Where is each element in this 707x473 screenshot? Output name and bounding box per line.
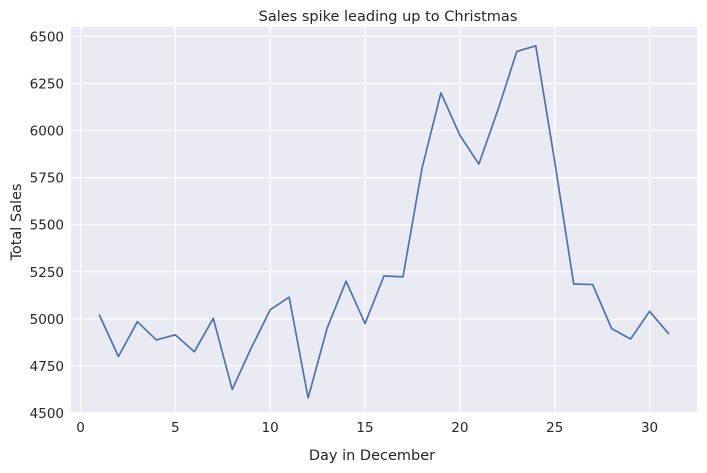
y-tick-label: 5250 — [30, 265, 64, 281]
chart-title: Sales spike leading up to Christmas — [259, 9, 518, 25]
y-axis-label: Total Sales — [9, 183, 25, 261]
x-gridlines — [79, 27, 651, 413]
y-tick-label: 6250 — [30, 76, 64, 92]
y-tick-label: 6000 — [30, 124, 64, 140]
x-tick-label: 15 — [356, 420, 373, 436]
y-tick-label: 5000 — [30, 312, 64, 328]
x-tick-label: 25 — [546, 420, 563, 436]
y-tick-label: 5500 — [30, 218, 64, 234]
x-axis-label: Day in December — [309, 448, 435, 464]
y-tick-label: 4750 — [30, 359, 64, 375]
x-tick-label: 20 — [451, 420, 468, 436]
y-tick-labels: 4500 4750 5000 5250 5500 5750 6000 6250 6500 — [30, 29, 64, 422]
plot-background — [71, 27, 697, 413]
x-tick-label: 30 — [641, 420, 658, 436]
x-tick-label: 5 — [171, 420, 180, 436]
x-tick-label: 10 — [262, 420, 279, 436]
y-tick-label: 5750 — [30, 171, 64, 187]
series-layer — [98, 44, 670, 399]
series-line — [98, 44, 670, 399]
y-tick-label: 6500 — [30, 29, 64, 45]
x-tick-label: 0 — [76, 420, 85, 436]
x-tick-labels: 0 5 10 15 20 25 30 — [76, 420, 658, 436]
y-tick-label: 4500 — [30, 406, 64, 422]
